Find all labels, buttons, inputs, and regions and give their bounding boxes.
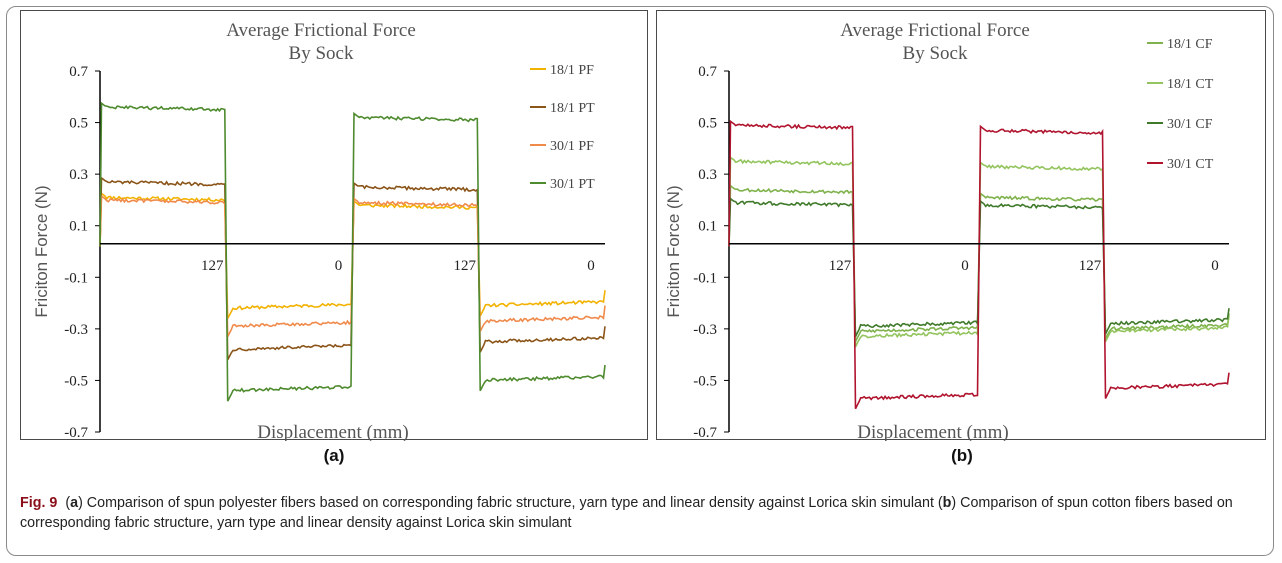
caption-part: ) Comparison of spun polyester fibers ba…	[78, 495, 943, 511]
y-tick-label: -0.1	[64, 270, 88, 286]
caption-text: (a) Comparison of spun polyester fibers …	[20, 495, 1233, 531]
y-tick-label: 0.5	[698, 116, 717, 132]
chart-title: Average Frictional Force	[226, 20, 416, 41]
legend-label: 18/1 CT	[1167, 77, 1214, 92]
y-tick-label: -0.5	[64, 373, 88, 389]
x-tick-label: 0	[961, 258, 969, 274]
x-axis-title: Displacement (mm)	[257, 422, 408, 441]
y-tick-label: -0.1	[693, 270, 717, 286]
y-tick-label: -0.7	[64, 425, 88, 441]
chart-panel-b: 0.7 0.5 0.3 0.1 -0.1 -0.3 -0.5 -0.7 Friciton For…	[656, 10, 1266, 441]
y-tick-label: 0.7	[69, 64, 88, 80]
legend-label: 30/1 PT	[550, 177, 595, 192]
series-line	[99, 101, 606, 402]
chart-title: Average Frictional Force	[840, 20, 1030, 41]
panel-label-b: (b)	[951, 446, 973, 465]
x-tick-label: 127	[201, 258, 224, 274]
y-tick-label: 0.1	[69, 219, 88, 235]
figure-frame	[6, 6, 1274, 556]
y-tick-label: -0.5	[693, 373, 717, 389]
caption-part: a	[70, 495, 79, 511]
y-tick-label: -0.3	[693, 322, 717, 338]
figure-caption: Fig. 9 (a) Comparison of spun polyester f…	[20, 493, 1265, 533]
y-axis-title: Friciton Force (N)	[664, 185, 683, 317]
series-line	[728, 119, 1230, 410]
chart-title: By Sock	[289, 43, 354, 64]
x-tick-label: 0	[587, 258, 595, 274]
caption-part: b	[942, 495, 952, 511]
chart-a: 0.7 0.5 0.3 0.1 -0.1 -0.3 -0.5 -0.7 Friciton For…	[32, 20, 606, 441]
legend-label: 18/1 CF	[1167, 37, 1213, 52]
x-tick-label: 127	[454, 258, 477, 274]
x-axis-title: Displacement (mm)	[857, 422, 1008, 441]
legend-label: 30/1 PF	[550, 139, 594, 154]
x-tick-label: 0	[1211, 258, 1219, 274]
x-tick-label: 127	[1079, 258, 1102, 274]
panel-label-a: (a)	[323, 446, 345, 465]
chart-b: 0.7 0.5 0.3 0.1 -0.1 -0.3 -0.5 -0.7 Friciton For…	[664, 20, 1230, 441]
legend-label: 18/1 PT	[550, 101, 595, 116]
y-tick-label: -0.7	[693, 425, 717, 441]
caption-part: (	[65, 495, 71, 511]
y-axis-title: Friciton Force (N)	[32, 185, 51, 317]
y-tick-label: 0.7	[698, 64, 717, 80]
y-tick-label: 0.3	[69, 167, 88, 183]
y-tick-label: 0.1	[698, 219, 717, 235]
legend-label: 30/1 CT	[1167, 157, 1214, 172]
x-tick-label: 0	[335, 258, 343, 274]
caption-part: ) Comparison of spun cotton fibers based…	[20, 495, 1233, 531]
y-tick-label: 0.3	[698, 167, 717, 183]
caption-figure-number: Fig. 9	[20, 495, 58, 511]
legend-label: 30/1 CF	[1167, 117, 1213, 132]
y-tick-label: 0.5	[69, 116, 88, 132]
y-tick-label: -0.3	[64, 322, 88, 338]
chart-title: By Sock	[903, 43, 968, 64]
chart-panel-a: 0.7 0.5 0.3 0.1 -0.1 -0.3 -0.5 -0.7 Friciton For…	[20, 10, 648, 441]
x-tick-label: 127	[829, 258, 852, 274]
legend-label: 18/1 PF	[550, 63, 594, 78]
